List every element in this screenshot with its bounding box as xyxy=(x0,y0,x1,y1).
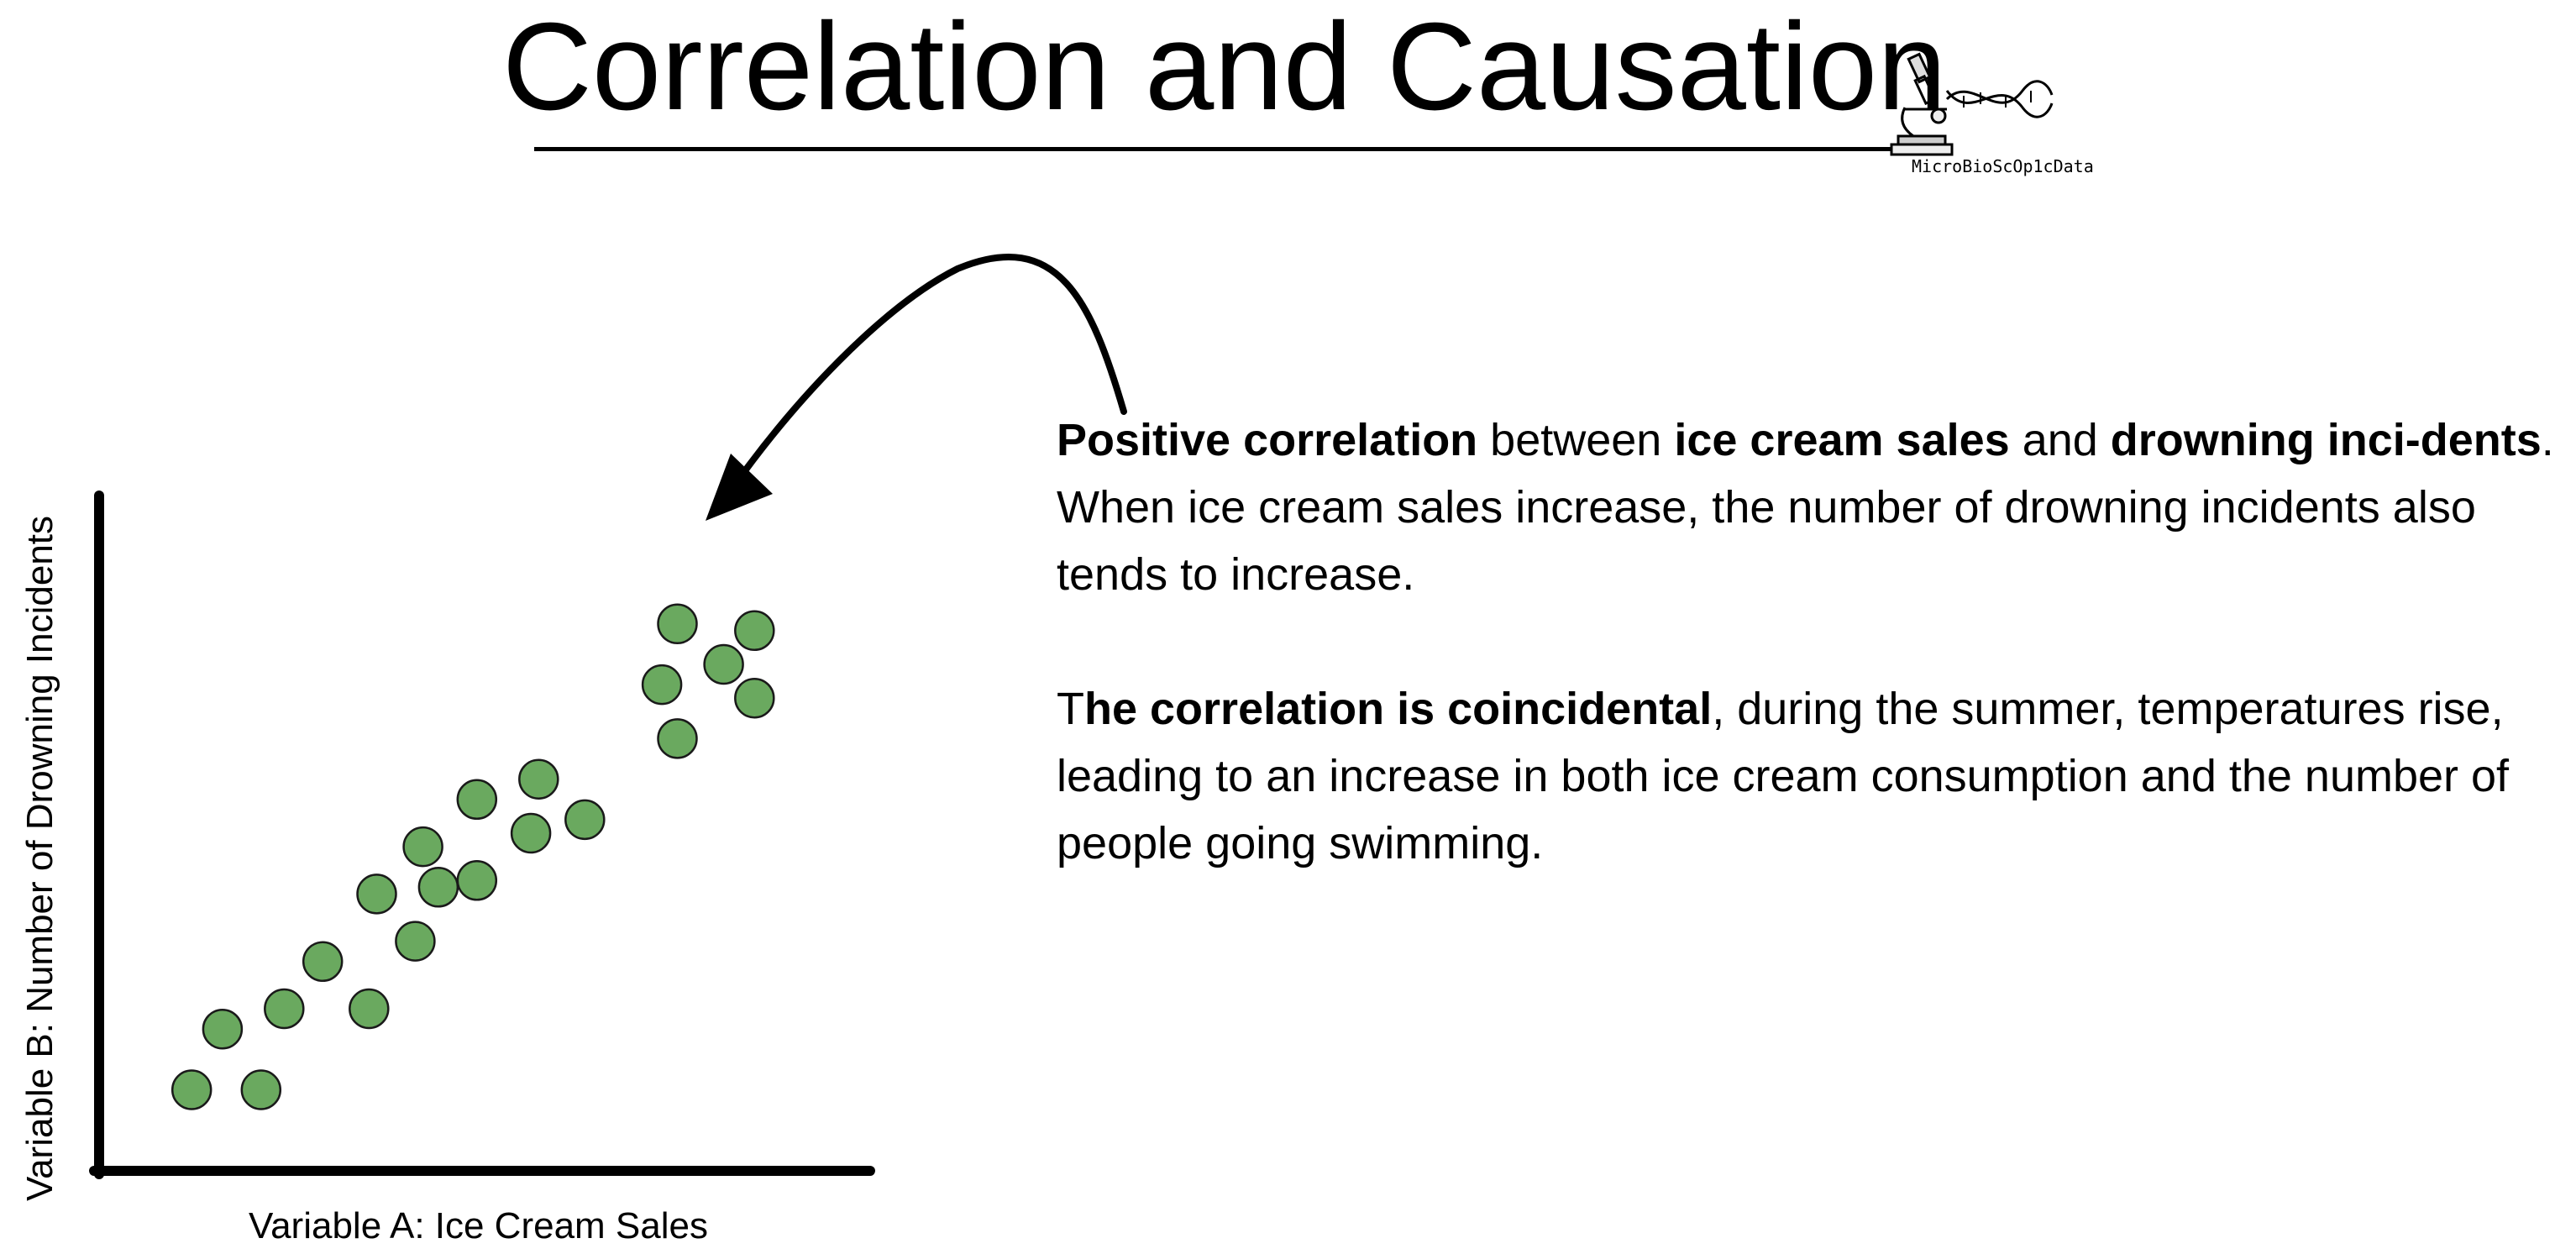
data-point-6 xyxy=(302,941,344,983)
p1-run-4: drowning inci-dents xyxy=(2110,415,2542,465)
logo-text: MicroBioScOp1cData xyxy=(1912,156,2094,176)
correlation-description: Positive correlation between ice cream s… xyxy=(1057,407,2568,608)
data-point-15 xyxy=(518,758,559,800)
p1-run-0: Positive correlation xyxy=(1057,415,1478,465)
dna-icon xyxy=(1945,80,2054,118)
causation-explanation: The correlation is coincidental, during … xyxy=(1057,675,2568,877)
page-title: Correlation and Causation xyxy=(502,0,1947,136)
data-point-5 xyxy=(349,988,390,1030)
data-points xyxy=(171,603,775,1110)
data-point-4 xyxy=(264,988,305,1030)
p2-run-0: T xyxy=(1057,684,1084,734)
x-axis-label: Variable A: Ice Cream Sales xyxy=(249,1205,708,1246)
p1-run-2: ice cream sales xyxy=(1674,415,2010,465)
data-point-18 xyxy=(734,677,775,719)
data-point-12 xyxy=(510,812,552,854)
p1-run-5: . When ice cream sales increase, the num… xyxy=(1057,415,2554,600)
data-point-17 xyxy=(641,664,683,706)
data-point-2 xyxy=(240,1069,282,1110)
data-point-11 xyxy=(402,826,443,868)
title-underline xyxy=(534,147,1895,151)
data-point-21 xyxy=(734,610,775,652)
data-point-3 xyxy=(202,1008,244,1050)
p1-run-3: and xyxy=(2009,415,2111,465)
p1-run-1: between xyxy=(1477,415,1675,465)
data-point-20 xyxy=(657,603,698,645)
annotation-arrow-curve xyxy=(736,254,1127,482)
data-point-14 xyxy=(456,779,498,821)
data-point-16 xyxy=(657,718,698,759)
annotation-arrowhead xyxy=(706,454,773,521)
data-point-9 xyxy=(417,867,459,908)
data-point-1 xyxy=(171,1069,212,1110)
data-point-10 xyxy=(456,860,498,901)
microscope-icon xyxy=(1890,52,1954,156)
logo xyxy=(1890,52,2054,156)
data-point-13 xyxy=(564,799,606,841)
data-point-8 xyxy=(356,874,397,915)
p2-run-2: , during the summer, temperatures rise, … xyxy=(1057,684,2510,868)
y-axis-label: Variable B: Number of Drowning Incidents xyxy=(19,515,60,1201)
p2-run-1: he correlation is coincidental xyxy=(1084,684,1713,734)
data-point-7 xyxy=(395,921,436,962)
data-point-19 xyxy=(703,643,744,685)
